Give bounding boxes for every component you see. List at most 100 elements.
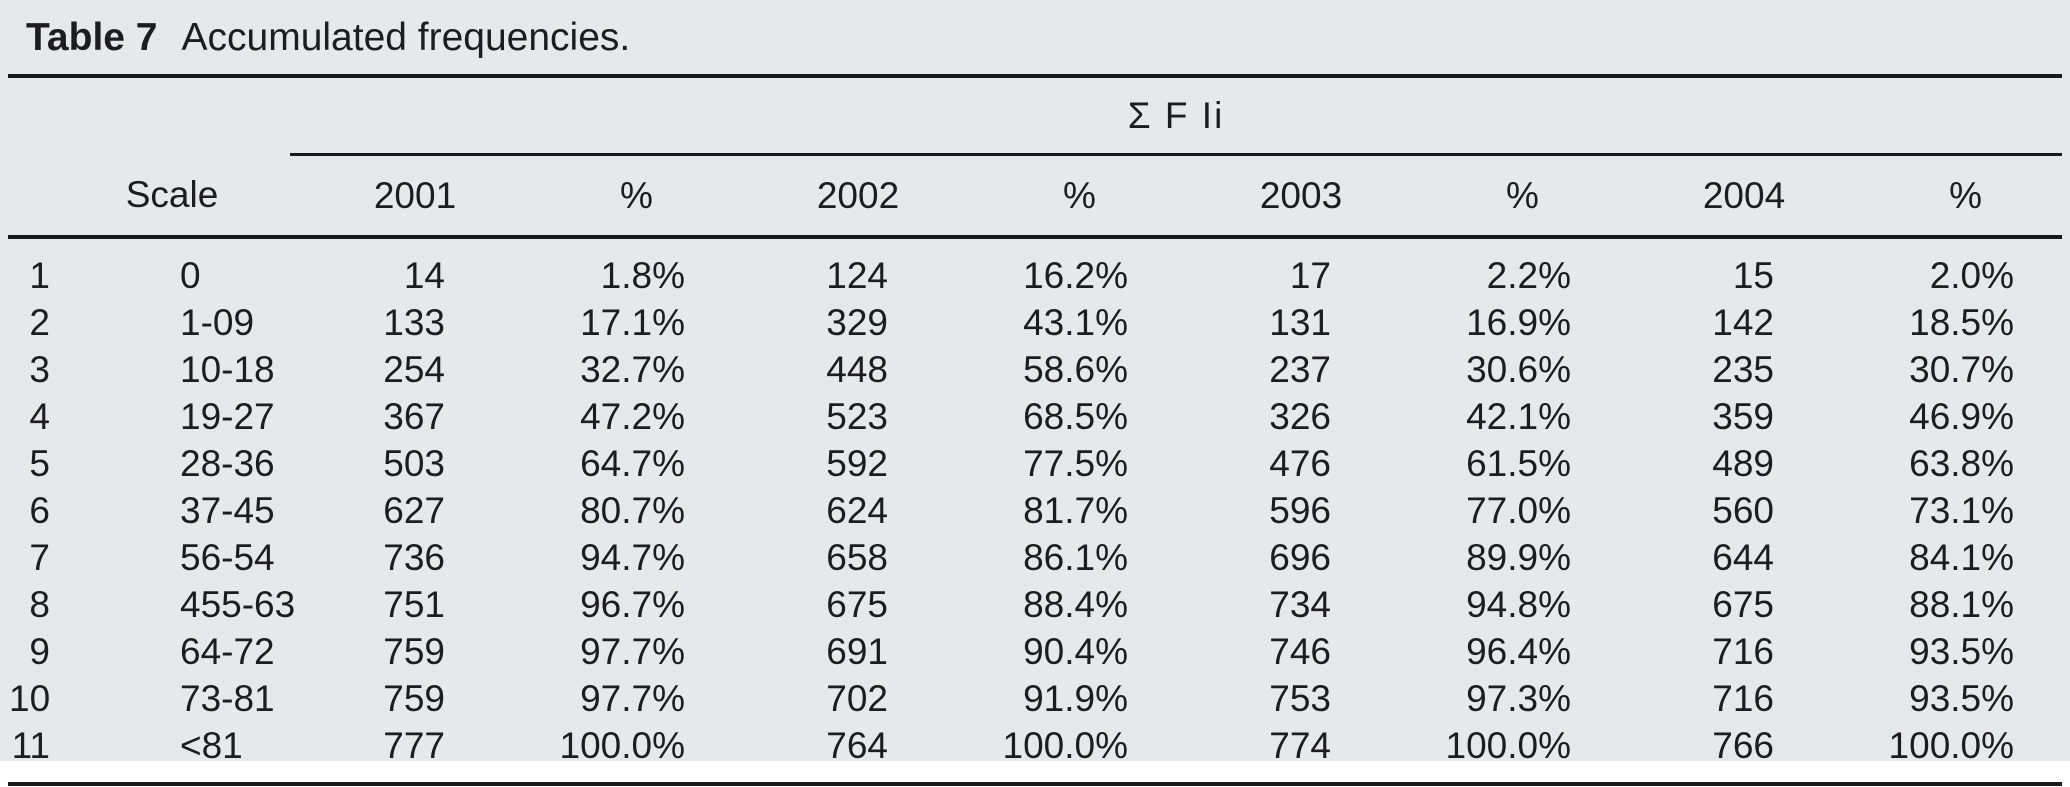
table-row: 8 455-63 751 96.7% 675 88.4% 734 94.8% 675 88.1%	[8, 581, 2062, 628]
table-cell: 592	[826, 442, 888, 484]
table-cell: 9	[29, 630, 50, 672]
table-cell: 367	[383, 395, 445, 437]
table-cell: 751	[383, 583, 445, 625]
column-header: 2003	[1176, 154, 1397, 239]
table-cell: 61.5%	[1466, 442, 1571, 484]
column-header: 2001	[290, 154, 511, 239]
table-cell: 2.0%	[1929, 254, 2015, 296]
table-row: 4 19-27 367 47.2% 523 68.5% 326 42.1% 359 46.9%	[8, 393, 2062, 440]
table-cell: 326	[1269, 395, 1331, 437]
table-cell: 1-09	[180, 301, 255, 343]
column-header-row: Scale 2001% 2002% 2003% 2004%	[8, 154, 2063, 239]
table-cell: 2.2%	[1486, 254, 1571, 296]
table-row: 2 1-09 133 17.1% 329 43.1% 131 16.9% 142 18.5%	[8, 299, 2062, 346]
table-row: 11 <81 777 100.0% 764 100.0% 774 100.0% 766 100.0…	[8, 722, 2062, 769]
table-cell: 774	[1269, 724, 1331, 766]
table-cell: 19-27	[180, 395, 275, 437]
column-header	[8, 154, 54, 239]
table-cell: 18.5%	[1909, 301, 2015, 343]
table-cell: 675	[1712, 583, 1774, 625]
table-cell: 4	[29, 395, 50, 437]
table-cell: 73-81	[180, 677, 275, 719]
table-cell: 88.1%	[1909, 583, 2015, 625]
table-cell: 93.5%	[1909, 630, 2015, 672]
table-cell: 77.5%	[1023, 442, 1128, 484]
bottom-spacer-row	[8, 769, 2062, 784]
table-cell: 84.1%	[1909, 536, 2015, 578]
column-header: 2004	[1619, 154, 1840, 239]
table-cell: 235	[1712, 348, 1774, 390]
table-cell: 10	[9, 677, 51, 719]
table-cell: 15	[1732, 254, 1774, 296]
table-cell: 489	[1712, 442, 1774, 484]
table-row: 3 10-18 254 32.7% 448 58.6% 237 30.6% 235 30.7%	[8, 346, 2062, 393]
table-cell: 329	[826, 301, 888, 343]
table-cell: 42.1%	[1466, 395, 1571, 437]
table-cell: 32.7%	[580, 348, 685, 390]
table-cell: 734	[1269, 583, 1331, 625]
table-cell: 58.6%	[1023, 348, 1128, 390]
table-cell: 64.7%	[580, 442, 685, 484]
table-cell: 88.4%	[1023, 583, 1128, 625]
table-cell: 2	[29, 301, 50, 343]
column-header: %	[1840, 154, 2063, 239]
column-header: %	[511, 154, 733, 239]
table-cell: 142	[1712, 301, 1774, 343]
column-header: 2002	[733, 154, 954, 239]
table-cell: 30.6%	[1466, 348, 1571, 390]
table-cell: 131	[1269, 301, 1331, 343]
table-cell: 17	[1289, 254, 1331, 296]
table-cell: 96.4%	[1466, 630, 1571, 672]
table-cell: 1	[29, 254, 50, 296]
table-cell: 28-36	[180, 442, 275, 484]
table-cell: 46.9%	[1909, 395, 2015, 437]
table-cell: 11	[11, 724, 50, 766]
table-cell: 16.9%	[1466, 301, 1571, 343]
table-cell: 94.8%	[1466, 583, 1571, 625]
table-cell: 91.9%	[1023, 677, 1128, 719]
table-cell: 96.7%	[580, 583, 685, 625]
table-cell: 624	[826, 489, 888, 531]
table-cell: 523	[826, 395, 888, 437]
table-cell: 63.8%	[1909, 442, 2015, 484]
table-cell: 97.7%	[580, 677, 685, 719]
table-cell: 766	[1712, 724, 1774, 766]
table-cell: 237	[1269, 348, 1331, 390]
table-cell: 17.1%	[580, 301, 685, 343]
table-cell: 6	[29, 489, 50, 531]
table-cell: 30.7%	[1909, 348, 2015, 390]
table-title-text: Accumulated frequencies.	[181, 16, 631, 59]
table-cell: 90.4%	[1023, 630, 1128, 672]
table-cell: 133	[383, 301, 445, 343]
table-number: Table 7	[26, 16, 158, 59]
table-cell: 5	[29, 442, 50, 484]
table-cell: 81.7%	[1023, 489, 1128, 531]
table-cell: 764	[826, 724, 888, 766]
table-cell: 759	[383, 677, 445, 719]
table-cell: 476	[1269, 442, 1331, 484]
table-row: 9 64-72 759 97.7% 691 90.4% 746 96.4% 716 93.5%	[8, 628, 2062, 675]
table-cell: 64-72	[180, 630, 275, 672]
table-cell: 746	[1269, 630, 1331, 672]
table-cell: 93.5%	[1909, 677, 2015, 719]
table-cell: 759	[383, 630, 445, 672]
table-cell: 716	[1712, 630, 1774, 672]
table-cell: 97.7%	[580, 630, 685, 672]
table-cell: 675	[826, 583, 888, 625]
table-cell: 89.9%	[1466, 536, 1571, 578]
accumulated-frequencies-table: Σ F Ii Scale 2001% 2002% 2003% 2004% 1 0 14 1.8…	[8, 74, 2063, 786]
table-cell: 37-45	[180, 489, 275, 531]
table-cell: 14	[403, 254, 445, 296]
group-header-row: Σ F Ii	[8, 76, 2063, 156]
table-cell: 43.1%	[1023, 301, 1128, 343]
table-cell: 455-63	[180, 583, 296, 625]
table-cell: 124	[826, 254, 888, 296]
table-cell: 254	[383, 348, 445, 390]
table-cell: 8	[29, 583, 50, 625]
table-cell: 100.0%	[1445, 724, 1572, 766]
table-cell: 753	[1269, 677, 1331, 719]
table-cell: 359	[1712, 395, 1774, 437]
table-cell: 627	[383, 489, 445, 531]
table-row: 1 0 14 1.8% 124 16.2% 17 2.2% 15 2.0%	[8, 237, 2062, 299]
table-cell: 716	[1712, 677, 1774, 719]
